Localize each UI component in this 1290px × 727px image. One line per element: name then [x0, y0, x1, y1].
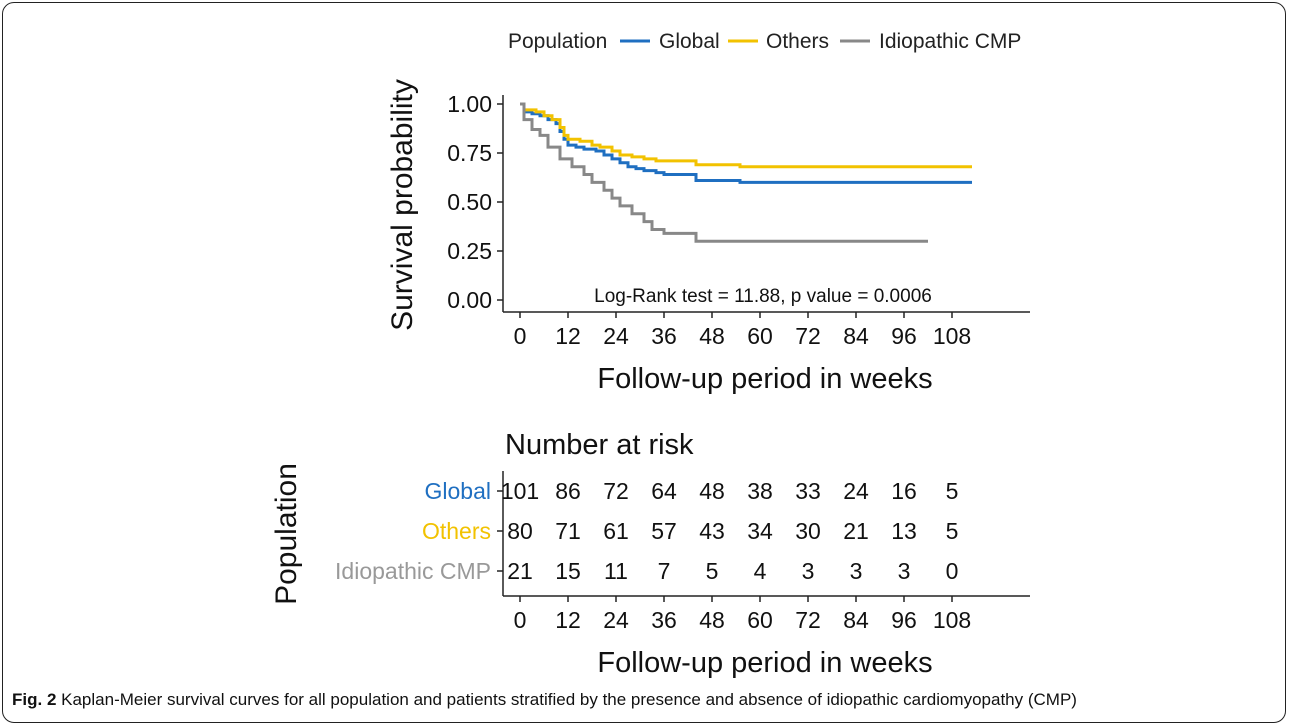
risk-value-others: 5: [946, 518, 959, 544]
risk-value-global: 5: [946, 478, 959, 504]
risk-x-tick-label: 0: [514, 607, 527, 633]
risk-x-tick-label: 60: [747, 607, 773, 633]
caption-label: Fig. 2: [12, 690, 57, 709]
risk-table-x-label: Follow-up period in weeks: [597, 647, 932, 679]
risk-value-idiopathic-cmp: 3: [898, 558, 911, 584]
risk-value-others: 30: [795, 518, 821, 544]
risk-value-others: 34: [747, 518, 773, 544]
risk-table-y-label: Population: [270, 463, 303, 605]
risk-value-idiopathic-cmp: 0: [946, 558, 959, 584]
y-tick-label: 0.00: [447, 287, 492, 313]
survival-curve-global: [520, 102, 972, 184]
risk-x-tick-label: 108: [933, 607, 971, 633]
risk-value-idiopathic-cmp: 21: [507, 558, 533, 584]
x-axis-label: Follow-up period in weeks: [597, 363, 932, 395]
x-tick-label: 72: [795, 323, 821, 349]
survival-curve-idiopathic-cmp: [520, 102, 928, 243]
risk-row-label-global: Global: [425, 478, 491, 504]
x-tick-label: 12: [555, 323, 581, 349]
risk-value-global: 24: [843, 478, 869, 504]
risk-value-idiopathic-cmp: 5: [706, 558, 719, 584]
x-tick-label: 96: [891, 323, 917, 349]
risk-value-others: 57: [651, 518, 677, 544]
legend-title: Population: [508, 30, 607, 53]
risk-value-global: 38: [747, 478, 773, 504]
risk-value-global: 33: [795, 478, 821, 504]
risk-x-tick-label: 12: [555, 607, 581, 633]
y-axis-label: Survival probability: [386, 79, 419, 331]
x-tick-label: 108: [933, 323, 971, 349]
survival-curves: [520, 102, 972, 243]
risk-table-title: Number at risk: [505, 429, 694, 461]
risk-value-idiopathic-cmp: 11: [604, 558, 628, 584]
risk-x-tick-label: 84: [843, 607, 869, 633]
x-axis-ticks: 0 12 24 36 48 60 72 84 96 108: [514, 312, 971, 349]
risk-value-global: 86: [555, 478, 581, 504]
kaplan-meier-figure: Population Global Others Idiopathic CMP …: [270, 30, 1030, 679]
legend-label-global: Global: [659, 30, 720, 53]
risk-value-idiopathic-cmp: 7: [658, 558, 671, 584]
risk-value-idiopathic-cmp: 3: [802, 558, 815, 584]
survival-curve-others: [520, 102, 972, 169]
legend-label-others: Others: [766, 30, 829, 53]
risk-x-tick-label: 48: [699, 607, 725, 633]
y-tick-label: 0.50: [447, 189, 492, 215]
legend: Population Global Others Idiopathic CMP: [508, 30, 1021, 53]
risk-value-others: 61: [603, 518, 629, 544]
risk-value-others: 21: [843, 518, 869, 544]
risk-row-label-others: Others: [422, 518, 491, 544]
risk-value-global: 48: [699, 478, 725, 504]
risk-value-idiopathic-cmp: 3: [850, 558, 863, 584]
risk-row-label-idiopathic-cmp: Idiopathic CMP: [335, 558, 491, 584]
risk-x-tick-label: 96: [891, 607, 917, 633]
x-tick-label: 36: [651, 323, 677, 349]
y-axis-ticks: 0.00 0.25 0.50 0.75 1.00: [447, 91, 503, 313]
y-tick-label: 1.00: [447, 91, 492, 117]
caption-text: Kaplan-Meier survival curves for all pop…: [56, 690, 1077, 709]
risk-x-tick-label: 36: [651, 607, 677, 633]
risk-value-others: 43: [699, 518, 725, 544]
risk-value-idiopathic-cmp: 15: [555, 558, 581, 584]
x-tick-label: 0: [514, 323, 527, 349]
x-tick-label: 60: [747, 323, 773, 349]
risk-value-others: 80: [507, 518, 533, 544]
risk-value-others: 13: [891, 518, 917, 544]
x-tick-label: 24: [603, 323, 629, 349]
log-rank-annotation: Log-Rank test = 11.88, p value = 0.0006: [594, 286, 932, 307]
risk-value-others: 71: [555, 518, 581, 544]
risk-value-global: 16: [891, 478, 917, 504]
risk-value-global: 101: [501, 478, 539, 504]
risk-value-global: 72: [603, 478, 629, 504]
x-tick-label: 48: [699, 323, 725, 349]
risk-x-tick-label: 72: [795, 607, 821, 633]
risk-value-global: 64: [651, 478, 677, 504]
y-tick-label: 0.25: [447, 238, 492, 264]
figure-caption: Fig. 2 Kaplan-Meier survival curves for …: [12, 690, 1282, 710]
y-tick-label: 0.75: [447, 140, 492, 166]
x-tick-label: 84: [843, 323, 869, 349]
risk-table-x-ticks: 0 12 24 36 48 60 72 84 96 108: [514, 596, 971, 633]
risk-x-tick-label: 24: [603, 607, 629, 633]
risk-value-idiopathic-cmp: 4: [754, 558, 767, 584]
legend-label-idiopathic: Idiopathic CMP: [879, 30, 1021, 53]
